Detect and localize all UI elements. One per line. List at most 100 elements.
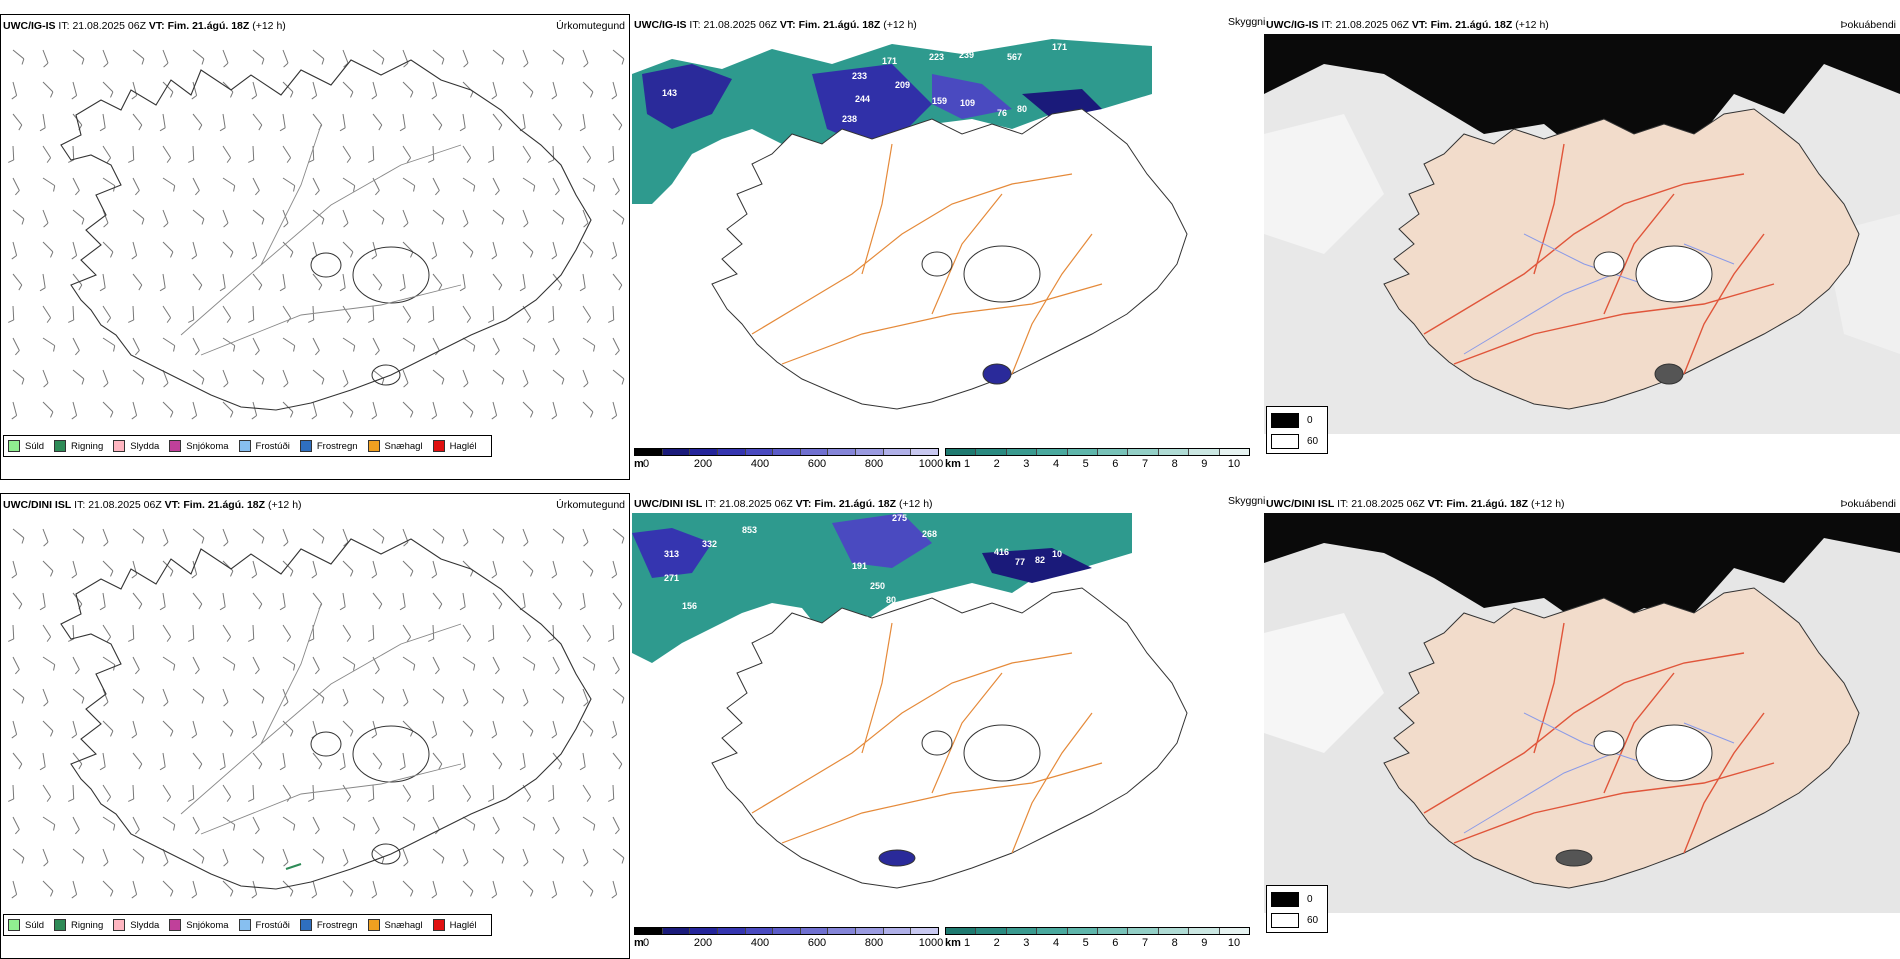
wind-barb-flag <box>131 734 137 739</box>
wind-barb-flag <box>403 701 409 707</box>
wind-barb <box>162 145 172 159</box>
wind-barb-flag <box>191 255 197 260</box>
wind-barb <box>372 592 383 605</box>
wind-barb <box>432 49 445 60</box>
wind-barb <box>102 816 116 826</box>
wind-barb <box>252 369 265 380</box>
legend-item: Slydda <box>113 440 159 452</box>
wind-barb <box>522 816 536 826</box>
wind-barb <box>582 369 589 384</box>
wind-barb-flag <box>371 574 377 579</box>
wind-barb <box>132 784 135 800</box>
wind-barb <box>312 401 318 416</box>
wind-barb-flag <box>166 636 172 642</box>
wind-barb-flag <box>558 124 563 131</box>
wind-barb <box>372 337 380 351</box>
wind-barb <box>552 369 565 380</box>
wind-barb-flag <box>128 159 134 163</box>
wind-barb <box>402 624 412 638</box>
wind-barb-flag <box>8 159 14 163</box>
wind-barb-flag <box>223 62 229 68</box>
wind-barb <box>552 49 565 60</box>
wind-barb <box>492 528 505 539</box>
wind-barb <box>192 880 198 895</box>
colorbar-cell <box>911 449 939 455</box>
wind-barb-flag <box>441 857 445 864</box>
wind-barb-flag <box>43 701 49 707</box>
legend-item: Súld <box>8 440 44 452</box>
wind-barb-flag <box>618 284 623 291</box>
wind-barb-flag <box>81 697 85 704</box>
wind-barb <box>552 816 560 830</box>
wind-barb <box>342 401 354 413</box>
wind-barb-flag <box>71 255 77 260</box>
wind-barb-flag <box>43 861 49 867</box>
wind-barb <box>282 305 292 319</box>
wind-barb-flag <box>261 218 265 225</box>
wind-barb-flag <box>586 636 592 642</box>
wind-barb-flag <box>68 798 74 802</box>
wind-barb <box>612 720 618 735</box>
wind-barb-flag <box>583 541 589 547</box>
wind-barb-flag <box>611 415 617 420</box>
legend-item: Snæhagl <box>367 919 423 931</box>
wind-barb <box>582 528 589 543</box>
wind-barb <box>432 81 438 96</box>
wind-barb-flag <box>230 890 234 897</box>
cloud-base-value: 76 <box>997 108 1007 118</box>
wind-barb <box>42 784 52 798</box>
legend-item: Súld <box>8 919 44 931</box>
wind-barb <box>42 848 49 863</box>
wind-barb-flag <box>170 890 174 897</box>
colorbar-cell <box>883 928 912 934</box>
wind-barb <box>132 241 138 256</box>
wind-barb <box>132 720 138 735</box>
wind-barb <box>102 401 114 413</box>
wind-barb-flag <box>308 798 314 802</box>
wind-barb-flag <box>201 378 205 385</box>
wind-barb <box>42 241 54 253</box>
colorbar-cell <box>1098 449 1129 455</box>
wind-barb-flag <box>18 124 23 131</box>
wind-barb-flag <box>290 251 294 258</box>
wind-barb <box>192 241 198 256</box>
wind-barb-flag <box>593 824 596 831</box>
wind-barb <box>522 688 529 703</box>
wind-barb <box>462 752 466 767</box>
wind-barb <box>492 720 498 735</box>
wind-barb-flag <box>194 350 200 356</box>
wind-barb-flag <box>166 796 172 802</box>
wind-barb <box>132 848 145 859</box>
cloud-base-value: 244 <box>855 94 870 104</box>
wind-barb <box>522 624 532 638</box>
wind-barb <box>102 784 112 798</box>
wind-barb <box>342 880 354 892</box>
wind-barb-flag <box>374 829 380 835</box>
wind-barb-flag <box>170 570 174 577</box>
wind-barb-flag <box>110 890 114 897</box>
wind-barb <box>522 752 526 767</box>
wind-barb <box>12 49 25 60</box>
fog-legend: 0 60 <box>1266 406 1328 454</box>
wind-barb <box>222 816 236 826</box>
colorbar-cell <box>1158 928 1190 934</box>
wind-barb <box>252 528 265 539</box>
wind-barb-flag <box>470 570 474 577</box>
wind-barb-flag <box>339 766 346 771</box>
wind-barb-flag <box>318 284 323 291</box>
wind-barb <box>282 880 294 892</box>
wind-barb <box>432 688 445 699</box>
wind-barb <box>312 720 318 735</box>
colorbar-cell <box>800 449 829 455</box>
iceland-map-cloud-base: 143 144 154 120 160 171 223 239 567 171 233 209 244 1… <box>632 39 1188 410</box>
colorbar-tick-label: 0 <box>642 458 650 470</box>
wind-barb-flag <box>530 411 534 418</box>
wind-barb-flag <box>170 411 174 418</box>
panel-header: UWC/IG-IS IT: 21.08.2025 06Z VT: Fim. 21… <box>634 19 917 31</box>
wind-barb-flag <box>406 317 412 323</box>
wind-barb <box>552 113 563 126</box>
wind-barb-flag <box>106 157 112 163</box>
wind-barb <box>12 401 18 416</box>
wind-barb <box>612 273 623 286</box>
fog-legend-swatch <box>1271 434 1299 449</box>
